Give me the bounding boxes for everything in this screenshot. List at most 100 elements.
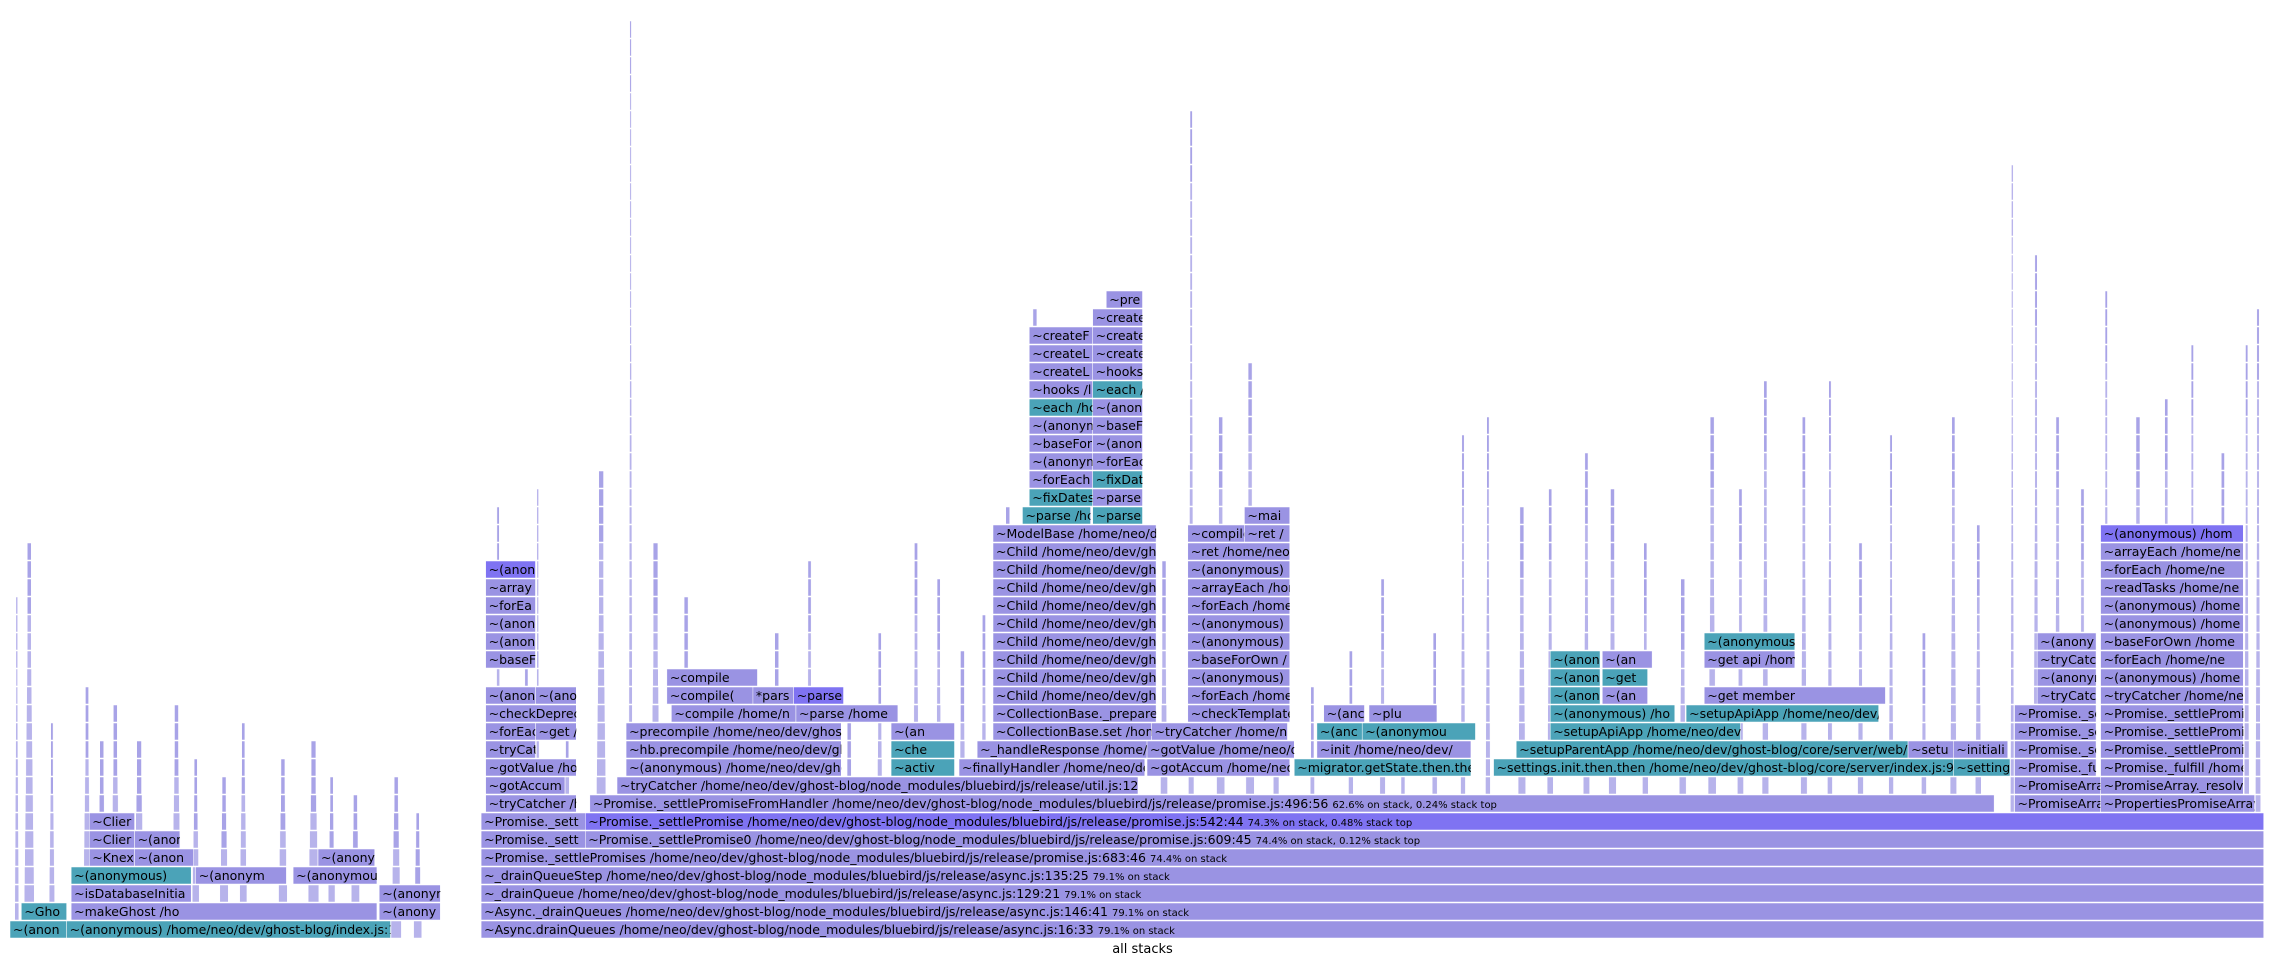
flame-frame[interactable]: ~create bbox=[1092, 308, 1146, 327]
flame-frame-bar[interactable] bbox=[70, 884, 192, 903]
flame-frame[interactable]: ~fixDat bbox=[1092, 470, 1144, 489]
flame-frame[interactable]: ~(anonymous) /ho bbox=[1549, 704, 1676, 723]
flame-frame-bar[interactable] bbox=[2100, 758, 2244, 777]
flame-frame-bar[interactable] bbox=[992, 650, 1157, 669]
flame-frame-bar[interactable] bbox=[1029, 488, 1093, 507]
flame-frame-bar[interactable] bbox=[485, 632, 536, 651]
flame-frame-bar[interactable] bbox=[2100, 614, 2244, 633]
flame-frame-bar[interactable] bbox=[890, 758, 955, 777]
flame-frame-bar[interactable] bbox=[485, 722, 536, 741]
flame-frame-bar[interactable] bbox=[2100, 560, 2244, 579]
flame-frame-bar[interactable] bbox=[1187, 668, 1290, 687]
flame-frame[interactable]: ~(anony bbox=[1092, 398, 1151, 417]
flame-frame-bar[interactable] bbox=[890, 740, 955, 759]
flame-frame[interactable]: ~forEa bbox=[485, 596, 536, 615]
flame-frame-bar[interactable] bbox=[1092, 308, 1143, 327]
flame-frame[interactable]: ~setupApiApp /home/neo/dev/gh bbox=[1685, 704, 1897, 723]
flame-frame-bar[interactable] bbox=[1187, 524, 1245, 543]
flame-frame-bar[interactable] bbox=[1703, 632, 1796, 651]
flame-frame[interactable]: ~(anon bbox=[9, 920, 67, 939]
flame-frame-bar[interactable] bbox=[1549, 704, 1676, 723]
flame-frame-bar[interactable] bbox=[2036, 650, 2097, 669]
flame-frame[interactable]: ~(anonym bbox=[1029, 452, 1098, 471]
flame-frame[interactable]: ~forEac bbox=[485, 722, 539, 741]
flame-frame[interactable]: ~(anon bbox=[485, 686, 536, 705]
flame-frame[interactable]: ~migrator.getState.then.ther bbox=[1294, 758, 1481, 777]
flame-frame-bar[interactable] bbox=[795, 704, 899, 723]
flame-frame-bar[interactable] bbox=[1549, 668, 1601, 687]
flame-frame-bar[interactable] bbox=[992, 668, 1157, 687]
flame-frame[interactable]: ~baseF bbox=[485, 650, 536, 669]
flame-frame-bar[interactable] bbox=[2100, 524, 2244, 543]
flame-frame-bar[interactable] bbox=[2014, 758, 2097, 777]
flame-frame[interactable]: ~tryCatcher /home/ne bbox=[2100, 686, 2245, 705]
flame-frame-bar[interactable] bbox=[2014, 776, 2101, 795]
flame-frame-bar[interactable] bbox=[480, 848, 2264, 867]
flame-frame[interactable]: ~parse /hc bbox=[1022, 506, 1094, 525]
flame-frame[interactable]: ~createL bbox=[1029, 344, 1093, 363]
flame-frame[interactable]: ~Promise._set bbox=[2014, 722, 2108, 741]
flame-frame[interactable]: ~(anonymou bbox=[1361, 722, 1476, 741]
flame-frame[interactable]: ~gotAccum /home/neo/d bbox=[1146, 758, 1306, 777]
flame-frame[interactable]: ~each /hc bbox=[1029, 398, 1096, 417]
flame-frame[interactable]: ~readTasks /home/ne bbox=[2100, 578, 2244, 597]
flame-frame-bar[interactable] bbox=[1602, 668, 1648, 687]
flame-frame[interactable]: ~(anon bbox=[485, 614, 536, 633]
flame-frame[interactable]: ~Promise._set bbox=[2014, 704, 2108, 723]
root-frame[interactable] bbox=[9, 939, 2276, 958]
flame-frame-bar[interactable] bbox=[1323, 704, 1365, 723]
flame-frame[interactable]: ~compile bbox=[666, 668, 758, 687]
flame-frame[interactable]: ~baseFor( bbox=[1029, 434, 1097, 453]
flame-frame-bar[interactable] bbox=[485, 794, 577, 813]
flame-frame-bar[interactable] bbox=[976, 740, 1148, 759]
flame-frame-bar[interactable] bbox=[1187, 614, 1290, 633]
flame-frame[interactable]: ~Promise._set bbox=[2014, 740, 2108, 759]
flame-frame-bar[interactable] bbox=[1029, 416, 1093, 435]
flame-frame[interactable]: ~Child /home/neo/dev/gh bbox=[992, 542, 1157, 561]
flame-frame-bar[interactable] bbox=[485, 704, 577, 723]
flame-frame-bar[interactable] bbox=[70, 902, 378, 921]
flame-frame[interactable]: ~Child /home/neo/dev/gh bbox=[992, 686, 1157, 705]
flame-frame-bar[interactable] bbox=[480, 920, 2264, 939]
flame-frame[interactable]: ~parse bbox=[793, 686, 844, 705]
flame-frame-bar[interactable] bbox=[589, 794, 1995, 813]
flame-frame[interactable]: ~setu bbox=[1907, 740, 1954, 759]
flame-frame[interactable]: ~forEach /home/ne bbox=[2100, 650, 2244, 669]
flame-frame-bar[interactable] bbox=[66, 920, 391, 939]
flame-frame[interactable]: ~createL bbox=[1029, 362, 1093, 381]
flame-frame-bar[interactable] bbox=[1092, 506, 1143, 525]
flame-frame-bar[interactable] bbox=[1187, 686, 1290, 705]
flame-frame[interactable]: ~Child /home/neo/dev/gh bbox=[992, 578, 1157, 597]
flame-frame[interactable]: ~(anc bbox=[1316, 722, 1363, 741]
flame-frame-bar[interactable] bbox=[2100, 794, 2255, 813]
flame-frame[interactable]: ~(anonymous) bbox=[1187, 560, 1290, 579]
flame-frame-bar[interactable] bbox=[485, 758, 577, 777]
flame-frame[interactable]: ~Child /home/neo/dev/gh bbox=[992, 650, 1157, 669]
flame-frame[interactable]: ~Promise._fulf bbox=[2014, 758, 2109, 777]
flame-frame[interactable]: ~Promise._settlePromise /home/neo/dev/gh… bbox=[585, 812, 2264, 831]
flame-frame[interactable]: ~(anony bbox=[317, 848, 376, 867]
flame-frame[interactable]: ~forEach /home/ne bbox=[2100, 560, 2244, 579]
flame-frame[interactable]: ~get api /hom bbox=[1703, 650, 1797, 669]
flame-frame[interactable]: ~pre bbox=[1106, 290, 1143, 309]
flame-frame-bar[interactable] bbox=[2014, 704, 2097, 723]
flame-frame[interactable]: ~_drainQueue /home/neo/dev/ghost-blog/no… bbox=[480, 884, 2264, 903]
flame-frame[interactable]: ~PromiseArra bbox=[2014, 794, 2104, 813]
flame-frame-bar[interactable] bbox=[1029, 452, 1093, 471]
flame-frame-bar[interactable] bbox=[992, 560, 1157, 579]
flame-frame[interactable]: ~Knex bbox=[89, 848, 135, 867]
flame-frame-bar[interactable] bbox=[480, 866, 2264, 885]
flame-frame[interactable]: ~(anon bbox=[535, 686, 585, 705]
flame-frame-bar[interactable] bbox=[2100, 542, 2244, 561]
flame-frame-bar[interactable] bbox=[1029, 344, 1093, 363]
flame-frame-bar[interactable] bbox=[485, 650, 536, 669]
flame-frame[interactable]: ~Promise._settlePromises /home/neo/dev/g… bbox=[480, 848, 2264, 867]
flame-frame-bar[interactable] bbox=[485, 614, 536, 633]
flame-frame-bar[interactable] bbox=[1029, 434, 1093, 453]
flame-frame-bar[interactable] bbox=[1029, 398, 1093, 417]
flame-frame-bar[interactable] bbox=[1092, 434, 1143, 453]
flame-frame-bar[interactable] bbox=[9, 920, 67, 939]
flame-frame-bar[interactable] bbox=[992, 542, 1157, 561]
flame-frame[interactable]: ~array bbox=[485, 578, 536, 597]
flame-frame[interactable]: ~Child /home/neo/dev/gh bbox=[992, 596, 1157, 615]
